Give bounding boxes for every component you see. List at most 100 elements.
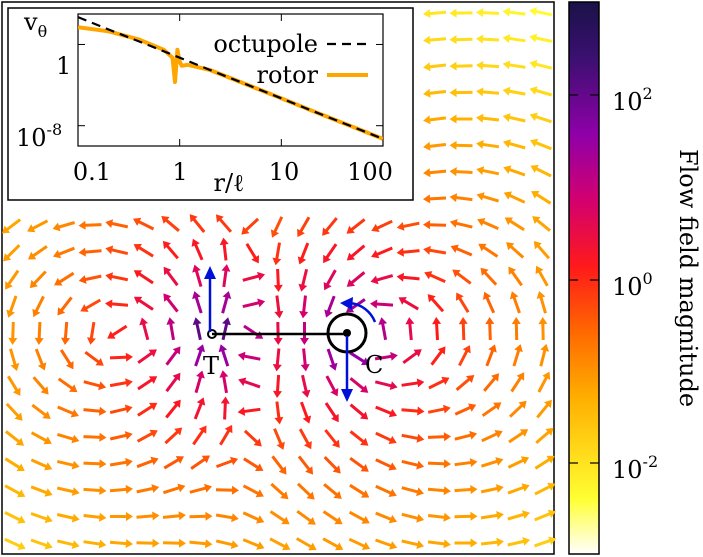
flow-arrow-shaft (374, 354, 394, 361)
flow-arrow-shaft (508, 403, 525, 418)
flow-arrow-head (10, 363, 20, 371)
flow-arrow-head (219, 370, 229, 378)
flow-arrow-shaft (31, 245, 48, 258)
flow-arrow-shaft (401, 275, 420, 281)
flow-arrow-shaft (194, 348, 203, 367)
flow-arrow-head (99, 432, 107, 442)
flow-arrow-head (449, 193, 458, 203)
flow-arrow-shaft (507, 193, 526, 204)
flow-arrow-head (272, 257, 282, 266)
flow-arrow-head (87, 337, 96, 345)
flow-arrow-head (189, 214, 198, 223)
flow-arrow-shaft (4, 218, 22, 232)
flow-arrow-shaft (215, 513, 235, 520)
flow-arrow-shaft (534, 538, 552, 548)
flow-arrow-shaft (109, 380, 129, 388)
tether: T C (203, 266, 383, 402)
flow-arrow-head (221, 264, 231, 272)
flow-arrow-head (222, 317, 231, 326)
flow-arrow-head (6, 309, 15, 318)
flow-arrow-head (529, 86, 538, 95)
flow-arrow-head (416, 460, 425, 470)
flow-arrow-shaft (6, 269, 20, 287)
flow-arrow-head (34, 337, 44, 345)
flow-arrow-head (133, 270, 143, 278)
flow-arrow-head (78, 247, 86, 257)
flow-arrow-shaft (454, 433, 473, 441)
flow-arrow-head (201, 455, 210, 464)
flow-arrow-head (476, 192, 485, 201)
flow-arrow-shaft (269, 510, 287, 523)
flow-arrow-shaft (480, 486, 500, 494)
flow-arrow-head (17, 489, 26, 498)
flow-arrow-shaft (375, 219, 393, 231)
flow-arrow-head (529, 112, 538, 122)
flow-arrow-head (423, 141, 431, 151)
rotation-arrow-head (340, 297, 353, 310)
flow-arrow-head (398, 297, 407, 305)
flow-arrow-shaft (374, 380, 394, 388)
flow-arrow-head (257, 298, 266, 308)
flow-arrow-head (396, 247, 404, 257)
flow-arrow-shaft (507, 485, 526, 495)
flow-arrow-head (125, 484, 133, 494)
flow-arrow-shaft (164, 218, 180, 232)
flow-arrow-shaft (427, 435, 447, 439)
flow-arrow-shaft (458, 348, 469, 367)
flow-arrow-shaft (537, 375, 549, 393)
flow-arrow-head (192, 317, 202, 326)
flow-arrow-shaft (533, 36, 553, 43)
flow-arrow-head (495, 457, 504, 466)
flow-arrow-shaft (401, 539, 420, 547)
flow-arrow-shaft (217, 217, 233, 233)
flow-arrow-shaft (349, 351, 366, 364)
flow-arrow-head (509, 291, 519, 300)
flow-arrow-head (547, 509, 556, 518)
flow-arrow-head (502, 60, 511, 70)
flow-arrow-head (274, 416, 284, 425)
flow-arrow-head (324, 309, 333, 318)
flow-arrow-head (14, 412, 23, 421)
flow-arrow-shaft (275, 374, 281, 394)
flow-arrow-shaft (480, 513, 500, 520)
flow-arrow-shaft (488, 321, 492, 341)
flow-arrow-head (423, 194, 431, 204)
flow-arrow-shaft (5, 402, 21, 419)
flow-arrow-shaft (480, 194, 500, 203)
flow-arrow-shaft (242, 354, 261, 361)
inset-xtick-10: 10 (269, 158, 300, 186)
flow-arrow-shaft (190, 457, 207, 470)
flow-arrow-shaft (215, 539, 235, 547)
flow-arrow-shaft (109, 302, 129, 307)
flow-arrow-head (532, 216, 541, 224)
flow-arrow-head (15, 437, 24, 446)
flow-arrow-head (480, 267, 489, 276)
flow-arrow-head (224, 424, 233, 434)
force-arrow-t-head (204, 266, 216, 279)
flow-arrow-head (323, 254, 331, 264)
flow-arrow-shaft (165, 402, 179, 419)
inset-xlabel: r/ℓ (213, 169, 244, 197)
flow-arrow-shaft (427, 37, 447, 42)
flow-arrow-shaft (507, 63, 526, 69)
flow-arrow-shaft (221, 321, 229, 341)
flow-arrow-shaft (222, 268, 228, 288)
flow-arrow-shaft (296, 509, 313, 524)
flow-arrow-shaft (533, 62, 553, 70)
flow-arrow-head (416, 487, 424, 497)
flow-arrow-shaft (402, 350, 419, 365)
flow-arrow-head (548, 536, 557, 545)
flow-arrow-head (231, 513, 239, 523)
flow-arrows (1, 7, 557, 551)
flow-arrow-head (152, 538, 160, 548)
inset-tick-marks (77, 14, 384, 146)
flow-arrow-shaft (427, 540, 447, 546)
flow-arrow-head (124, 431, 133, 440)
flow-arrow-head (303, 441, 312, 450)
flow-arrow-head (16, 463, 25, 472)
flow-arrow-head (256, 515, 265, 524)
flow-arrow-head (276, 441, 285, 450)
flow-arrow-head (521, 483, 530, 492)
flow-arrow-shaft (192, 428, 205, 446)
